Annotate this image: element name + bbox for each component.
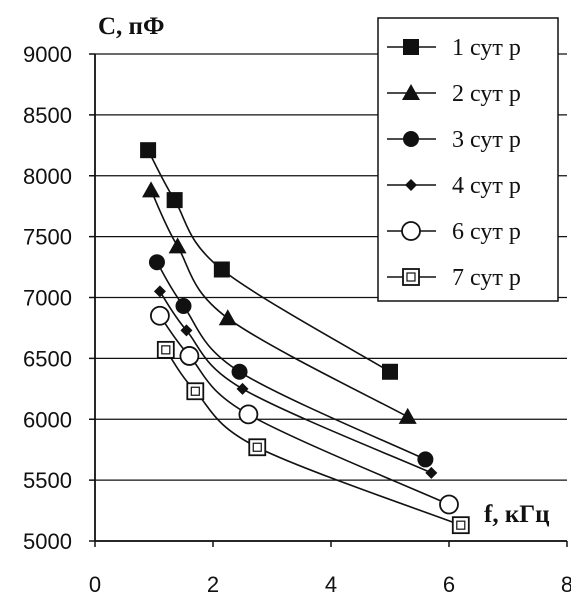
- series-line: [165, 349, 462, 526]
- data-point: [236, 382, 249, 395]
- series-2: [142, 181, 417, 424]
- legend-marker: [402, 268, 420, 286]
- legend-label: 6 сут р: [452, 219, 521, 245]
- y-tick-label: 6500: [23, 346, 72, 371]
- legend: 1 сут р 2 сут р 3 сут р 4 сут р 6 сут р 7 сут…: [377, 17, 559, 302]
- data-point: [180, 324, 193, 337]
- data-point: [179, 346, 200, 366]
- series-3: [148, 254, 434, 468]
- legend-item: 7 сут р: [387, 265, 521, 291]
- y-tick-label: 5500: [23, 468, 72, 493]
- y-tick-label: 8500: [23, 103, 72, 128]
- data-point: [238, 404, 259, 425]
- y-tick-label: 6000: [23, 407, 72, 432]
- legend-marker: [403, 131, 419, 147]
- legend-label: 1 сут р: [452, 35, 521, 61]
- data-point: [213, 261, 230, 278]
- data-point: [166, 192, 183, 209]
- data-point: [425, 466, 438, 479]
- y-tick-label: 9000: [23, 42, 72, 67]
- legend-label: 7 сут р: [452, 265, 521, 291]
- x-axis-title: f, кГц: [484, 501, 550, 528]
- series-line: [159, 315, 450, 506]
- series-line: [150, 190, 409, 418]
- data-point: [149, 305, 170, 326]
- data-point: [168, 237, 187, 254]
- data-point: [175, 298, 192, 315]
- data-point: [231, 363, 248, 380]
- legend-marker: [403, 39, 419, 55]
- legend-label: 2 сут р: [452, 81, 521, 107]
- data-point: [153, 285, 166, 298]
- data-point: [451, 516, 470, 535]
- data-point: [142, 181, 161, 198]
- data-point: [248, 438, 267, 457]
- y-axis-title: C, пФ: [98, 13, 164, 40]
- data-point: [140, 142, 157, 159]
- legend-marker: [402, 84, 420, 100]
- data-point: [439, 494, 459, 515]
- data-point: [398, 407, 417, 424]
- legend-item: 4 сут р: [387, 173, 521, 199]
- data-point: [417, 451, 434, 468]
- y-tick-label: 7000: [23, 286, 72, 311]
- x-tick-label: 8: [561, 572, 571, 597]
- legend-item: 6 сут р: [387, 219, 521, 245]
- series-6: [156, 340, 470, 535]
- legend-marker: [405, 179, 417, 191]
- series-line: [156, 261, 426, 461]
- legend-item: 3 сут р: [387, 127, 521, 153]
- x-tick-labels: 0 2 4 6 8: [89, 541, 571, 597]
- series-5: [149, 305, 459, 515]
- data-point: [148, 254, 165, 271]
- series-1: [140, 142, 398, 380]
- legend-label: 4 сут р: [452, 173, 521, 199]
- x-tick-label: 2: [207, 572, 219, 597]
- series-4: [153, 285, 438, 479]
- legend-item: 2 сут р: [387, 81, 521, 107]
- series-line: [147, 149, 391, 373]
- y-tick-label: 8000: [23, 164, 72, 189]
- data-series: [140, 142, 470, 535]
- legend-marker: [401, 221, 421, 241]
- y-tick-label: 5000: [23, 529, 72, 554]
- x-tick-label: 4: [325, 572, 337, 597]
- data-point: [218, 309, 237, 326]
- series-line: [159, 290, 432, 474]
- y-tick-labels: 5000 5500 6000 6500 7000 7500 8000 8500 9000: [23, 42, 72, 554]
- x-tick-label: 0: [89, 572, 101, 597]
- data-point: [382, 363, 398, 380]
- y-tick-label: 7500: [23, 225, 72, 250]
- x-tick-label: 6: [443, 572, 455, 597]
- legend-box: [377, 17, 559, 302]
- data-point: [186, 382, 205, 401]
- legend-item: 1 сут р: [387, 35, 521, 61]
- legend-label: 3 сут р: [452, 127, 521, 153]
- data-point: [156, 340, 175, 359]
